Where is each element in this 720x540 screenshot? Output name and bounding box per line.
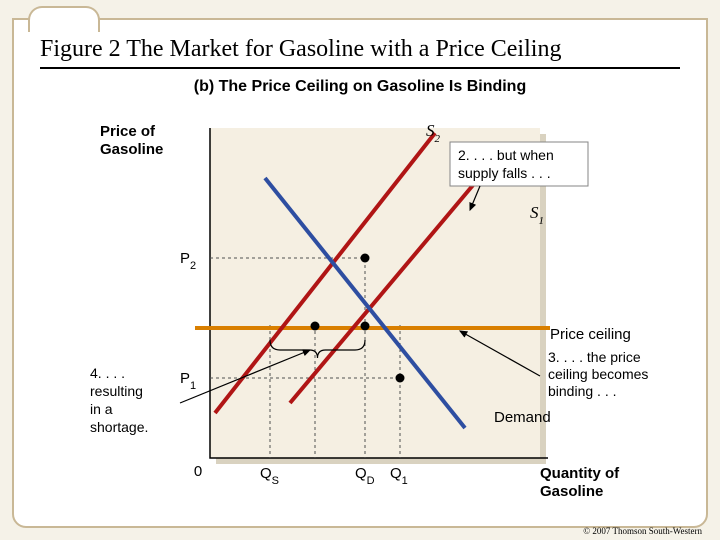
svg-text:4. . . .: 4. . . . xyxy=(90,365,125,381)
chart-svg: Price ofGasoline0Quantity ofGasolineP2P1… xyxy=(40,108,680,518)
svg-text:Price of: Price of xyxy=(100,123,156,140)
svg-text:ceiling becomes: ceiling becomes xyxy=(548,366,648,382)
svg-text:resulting: resulting xyxy=(90,383,143,399)
svg-text:QD: QD xyxy=(355,465,375,487)
svg-text:QS: QS xyxy=(260,465,279,487)
svg-text:0: 0 xyxy=(194,463,202,480)
svg-text:Q1: Q1 xyxy=(390,465,408,487)
svg-text:Gasoline: Gasoline xyxy=(540,483,603,500)
svg-text:Quantity of: Quantity of xyxy=(540,465,620,482)
svg-text:in a: in a xyxy=(90,401,113,417)
figure-subtitle: (b) The Price Ceiling on Gasoline Is Bin… xyxy=(0,78,720,96)
svg-text:Price ceiling: Price ceiling xyxy=(550,326,631,343)
figure-title: Figure 2 The Market for Gasoline with a … xyxy=(40,36,680,69)
svg-text:supply falls . . .: supply falls . . . xyxy=(458,165,551,181)
svg-text:P2: P2 xyxy=(180,250,196,272)
svg-text:Demand: Demand xyxy=(494,409,551,426)
chart: Price ofGasoline0Quantity ofGasolineP2P1… xyxy=(40,108,680,518)
svg-text:2. . . . but when: 2. . . . but when xyxy=(458,147,554,163)
svg-text:P1: P1 xyxy=(180,370,196,392)
svg-text:3. . . . the price: 3. . . . the price xyxy=(548,349,641,365)
svg-text:binding . . .: binding . . . xyxy=(548,383,617,399)
svg-text:Gasoline: Gasoline xyxy=(100,141,163,158)
svg-text:shortage.: shortage. xyxy=(90,419,148,435)
copyright: © 2007 Thomson South-Western xyxy=(583,526,702,536)
